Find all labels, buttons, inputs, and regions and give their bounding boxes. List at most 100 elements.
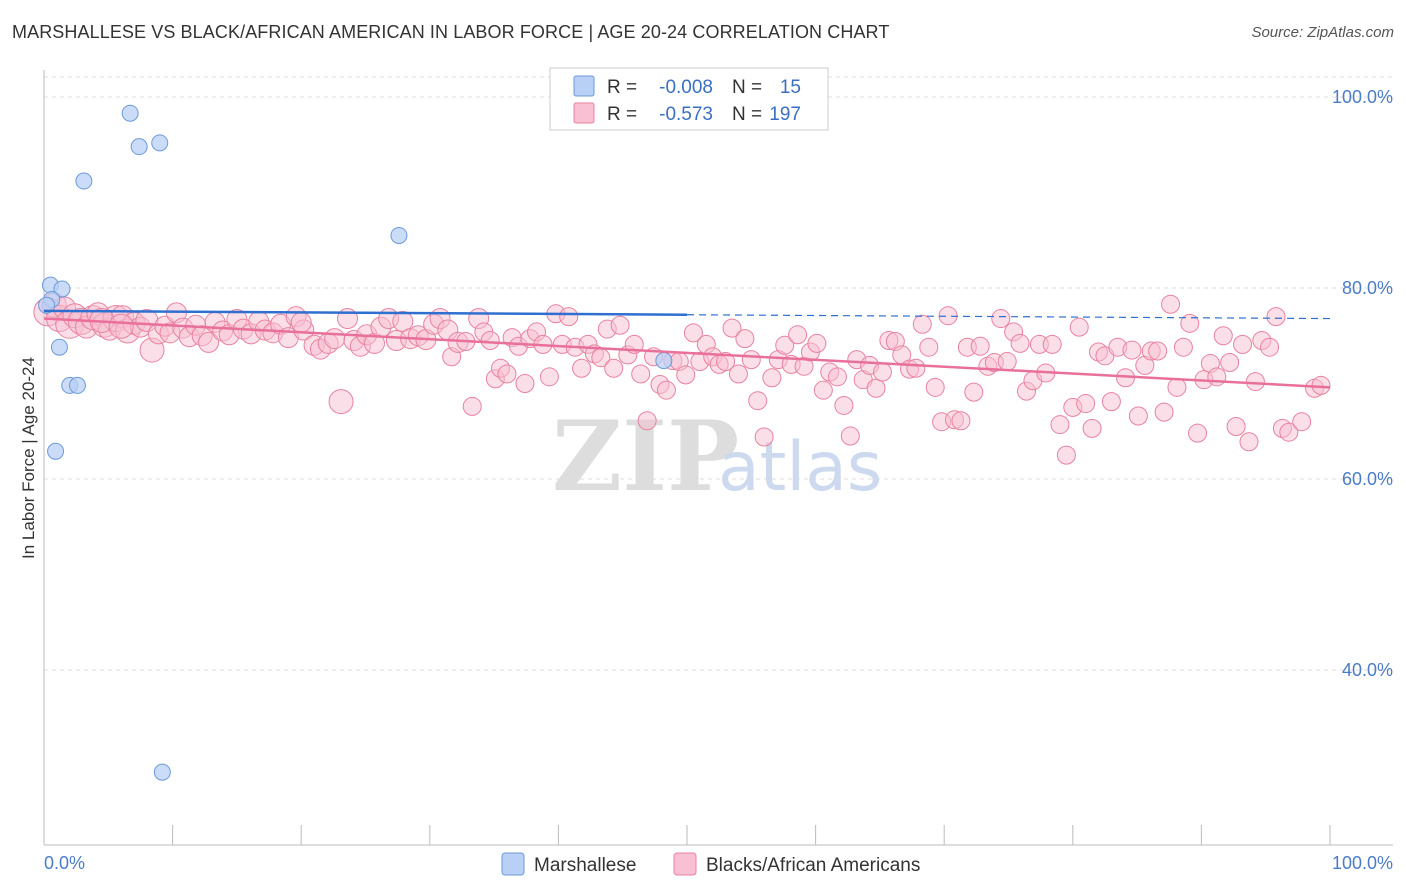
- series-legend: Marshallese Blacks/African Americans: [501, 852, 920, 876]
- data-point-black: [925, 377, 945, 397]
- bottom-legend-swatch-black-african-americans: [673, 852, 697, 876]
- data-point-black: [683, 323, 703, 343]
- data-point-black: [1082, 418, 1102, 438]
- data-point-black: [1042, 334, 1062, 354]
- data-point-black: [631, 364, 651, 384]
- data-point-black: [1101, 392, 1121, 412]
- data-point-black: [788, 325, 808, 345]
- x-tick-label-min: 0.0%: [44, 853, 85, 873]
- y-axis-title: In Labor Force | Age 20-24: [19, 357, 38, 559]
- data-point-black: [827, 367, 847, 387]
- trend-line-marshallese: [43, 309, 688, 316]
- legend-r-value-2: -0.573: [659, 104, 713, 125]
- data-point-marshallese: [50, 338, 68, 356]
- data-point-black: [610, 315, 630, 335]
- data-point-black: [1213, 326, 1233, 346]
- data-point-black: [1226, 416, 1246, 436]
- data-point-black: [108, 313, 134, 339]
- data-point-black: [1233, 334, 1253, 354]
- data-point-black: [762, 368, 782, 388]
- data-point-black: [1266, 307, 1286, 327]
- data-point-black: [834, 395, 854, 415]
- data-point-black: [1180, 313, 1200, 333]
- data-point-black: [1260, 337, 1280, 357]
- legend-swatch-black-african-americans: [573, 102, 595, 124]
- data-point-black: [324, 328, 346, 350]
- data-point-black: [480, 331, 500, 351]
- data-point-black: [872, 362, 892, 382]
- chart-title: MARSHALLESE VS BLACK/AFRICAN AMERICAN IN…: [12, 22, 890, 42]
- y-tick-label: 80.0%: [1342, 278, 1393, 298]
- data-point-black: [1279, 422, 1299, 442]
- trend-lines: [43, 309, 1331, 389]
- data-point-black: [919, 337, 939, 357]
- data-point-black: [997, 352, 1017, 372]
- data-point-black: [741, 350, 761, 370]
- data-point-black: [1245, 372, 1265, 392]
- data-point-black: [290, 311, 312, 333]
- data-point-black: [1167, 377, 1187, 397]
- data-point-black: [1050, 415, 1070, 435]
- data-point-marshallese: [53, 280, 71, 298]
- data-point-black: [1148, 341, 1168, 361]
- legend-r-label-2: R =: [607, 104, 637, 125]
- axes: [43, 70, 1393, 846]
- data-point-black: [656, 380, 676, 400]
- y-tick-labels: 40.0% 60.0% 80.0% 100.0%: [1332, 87, 1393, 680]
- watermark: ZIP atlas: [552, 400, 882, 513]
- data-point-black: [559, 307, 579, 327]
- series-marshallese: [38, 104, 673, 781]
- data-point-black: [637, 411, 657, 431]
- data-point-marshallese: [75, 172, 93, 190]
- data-point-black: [906, 358, 926, 378]
- data-point-black: [807, 333, 827, 353]
- data-point-black: [970, 336, 990, 356]
- data-point-black: [840, 426, 860, 446]
- data-point-black: [1188, 423, 1208, 443]
- data-point-black: [462, 396, 482, 416]
- bottom-legend-swatch-marshallese: [501, 852, 525, 876]
- data-point-black: [1161, 294, 1181, 314]
- y-tick-label: 60.0%: [1342, 469, 1393, 489]
- legend-r-label-1: R =: [607, 77, 637, 98]
- legend-swatch-marshallese: [573, 75, 595, 97]
- data-point-black: [964, 382, 984, 402]
- data-point-marshallese: [151, 134, 169, 152]
- data-point-black: [912, 314, 932, 334]
- data-point-black: [813, 380, 833, 400]
- data-point-black: [572, 358, 592, 378]
- data-point-marshallese: [47, 442, 65, 460]
- stats-legend-box: [549, 67, 829, 131]
- data-point-marshallese: [68, 376, 86, 394]
- data-point-black: [1220, 352, 1240, 372]
- stats-legend: R = -0.008 N = 15 R = -0.573 N = 197: [549, 67, 829, 131]
- data-point-black: [676, 365, 696, 385]
- y-tick-label: 40.0%: [1342, 660, 1393, 680]
- data-point-black: [1292, 412, 1312, 432]
- data-point-black: [1128, 406, 1148, 426]
- data-point-marshallese: [121, 104, 139, 122]
- legend-n-value-1: 15: [780, 77, 801, 98]
- data-point-black: [1207, 367, 1227, 387]
- data-point-marshallese: [130, 138, 148, 156]
- data-point-black: [1010, 333, 1030, 353]
- source-label: Source: ZipAtlas.com: [1251, 24, 1394, 41]
- y-tick-label: 100.0%: [1332, 87, 1393, 107]
- data-point-black: [198, 331, 220, 353]
- data-point-marshallese: [390, 226, 408, 244]
- data-point-black: [866, 378, 886, 398]
- data-point-black: [1122, 340, 1142, 360]
- data-point-black: [1154, 402, 1174, 422]
- data-point-black: [604, 358, 624, 378]
- data-point-black: [497, 364, 517, 384]
- data-point-black: [951, 411, 971, 431]
- data-point-black: [515, 374, 535, 393]
- data-point-black: [754, 427, 774, 447]
- data-point-black: [991, 309, 1011, 329]
- data-point-black: [775, 335, 795, 355]
- data-point-black: [722, 318, 742, 338]
- legend-r-value-1: -0.008: [659, 77, 713, 98]
- x-tick-label-max: 100.0%: [1332, 853, 1393, 873]
- bottom-legend-label-black-african-americans: Blacks/African Americans: [706, 855, 920, 876]
